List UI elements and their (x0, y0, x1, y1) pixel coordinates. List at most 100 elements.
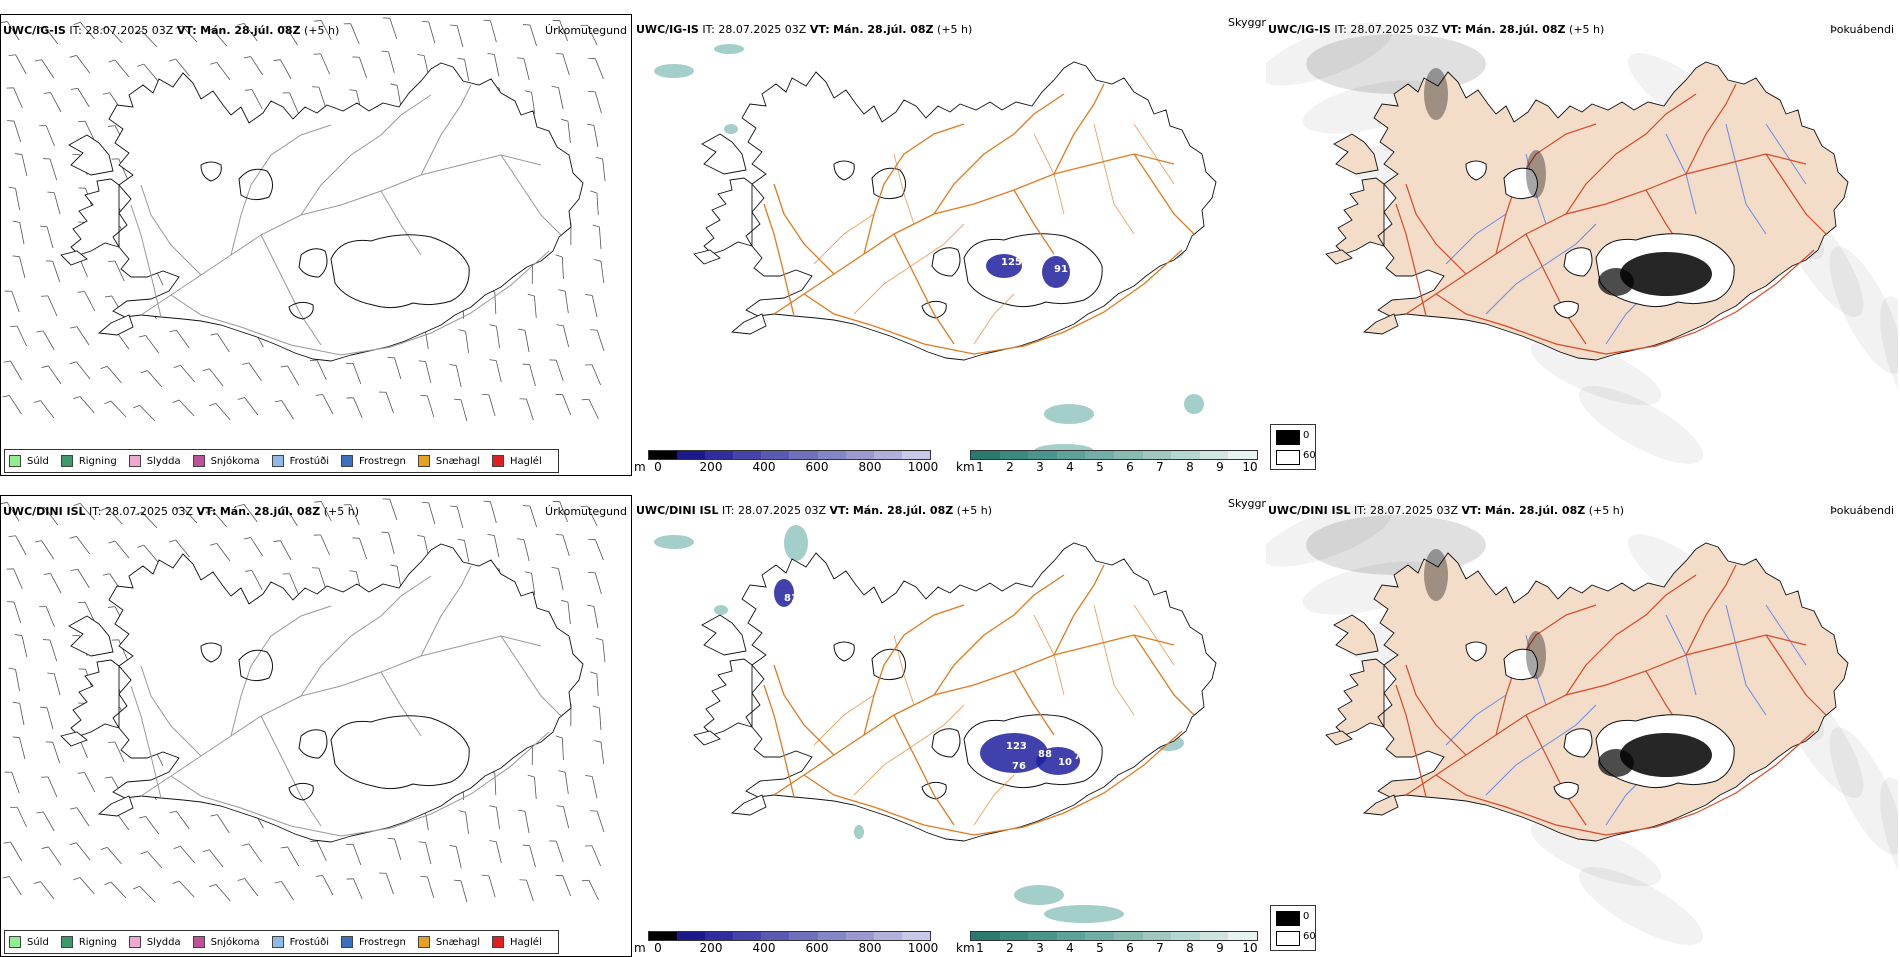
fog-index-map (1266, 495, 1898, 957)
colorbar-cell (1028, 932, 1057, 940)
precip-legend-item: Snæhagl (418, 936, 480, 948)
colorbar-tick: 6 (1126, 941, 1134, 955)
precip-type-legend: Súld Rigning Slydda Snjókoma Frostúði Frostre… (4, 930, 559, 954)
legend-label: Frostúði (290, 456, 329, 467)
valid-time: Mán. 28.júl. 08Z (200, 24, 300, 37)
iceland-land (109, 544, 583, 842)
ceiling-peak-label: 10 (1058, 757, 1072, 768)
precip-type-label: Úrkomutegund (545, 505, 627, 518)
fog-index-panel: UWC/DINI ISL IT: 28.07.2025 03Z VT: Mán.… (1266, 495, 1898, 957)
colorbar-cell (874, 932, 902, 940)
colorbar-cell (1000, 451, 1029, 459)
dense-fog-area (1620, 252, 1712, 296)
fog-index-legend: 0 60 (1270, 424, 1316, 470)
colorbar-strip (648, 450, 931, 460)
colorbar-strip (970, 450, 1258, 460)
colorbar-tick: 8 (1186, 941, 1194, 955)
colorbar-tick: 0 (654, 941, 662, 955)
legend-swatch (129, 936, 141, 948)
colorbar-cell (761, 451, 789, 459)
colorbar-strip (648, 931, 931, 941)
iceland-land (742, 62, 1216, 360)
legend-box-white (1276, 450, 1300, 465)
colorbar-cell (1057, 932, 1086, 940)
colorbar-cell (761, 932, 789, 940)
colorbar-cell (1171, 932, 1200, 940)
init-time: 28.07.2025 03Z (1370, 504, 1458, 517)
peninsula-outline (732, 314, 766, 334)
precip-legend-item: Frostúði (272, 455, 329, 467)
colorbar-tick: 1000 (908, 941, 939, 955)
legend-swatch (61, 936, 73, 948)
ceiling-visibility-map (634, 14, 1266, 476)
precip-legend-item: Snjókoma (193, 936, 260, 948)
vt-label: VT: (1462, 504, 1482, 517)
it-label: IT: (1334, 23, 1346, 36)
colorbar-cell (705, 932, 733, 940)
peninsula-outline (69, 135, 113, 175)
peninsula-outline (99, 315, 133, 335)
colorbar-strip (970, 931, 1258, 941)
colorbar-cell (1057, 451, 1086, 459)
legend-label: Slydda (147, 937, 181, 948)
colorbar-tick: 7 (1156, 460, 1164, 474)
precip-legend-item: Frostregn (341, 455, 406, 467)
peninsula-outline (1364, 795, 1398, 815)
lead-time: (+5 h) (937, 23, 972, 36)
it-label: IT: (69, 24, 81, 37)
precip-legend-item: Súld (9, 936, 49, 948)
legend-label: Frostregn (359, 937, 406, 948)
colorbar-tick: 3 (1036, 941, 1044, 955)
precip-legend-item: Frostúði (272, 936, 329, 948)
ceiling-visibility-panel: UWC/DINI ISL IT: 28.07.2025 03Z VT: Mán.… (634, 495, 1266, 957)
legend-top-value: 0 (1303, 911, 1309, 922)
colorbar-cell (846, 451, 874, 459)
fog-index-label: Þokuábendi (1830, 504, 1894, 517)
fog-index-map (1266, 14, 1898, 476)
precip-legend-item: Frostregn (341, 936, 406, 948)
westfjords-land (704, 178, 752, 254)
init-time: 28.07.2025 03Z (718, 23, 806, 36)
legend-label: Rigning (79, 937, 117, 948)
legend-swatch (272, 936, 284, 948)
legend-swatch (492, 936, 504, 948)
colorbar-tick: 2 (1006, 460, 1014, 474)
panel-title: UWC/DINI ISL IT: 28.07.2025 03Z VT: Mán.… (1268, 504, 1624, 517)
dense-fog-area (1620, 733, 1712, 777)
westfjords-land (71, 179, 119, 255)
colorbar-cell (971, 451, 1000, 459)
colorbar-cell (1114, 451, 1143, 459)
colorbar-tick: 400 (753, 460, 776, 474)
colorbar-tick: 600 (806, 941, 829, 955)
legend-label: Rigning (79, 456, 117, 467)
legend-label: Snjókoma (211, 456, 260, 467)
valid-time: Mán. 28.júl. 08Z (220, 505, 320, 518)
colorbar-tick: 4 (1066, 460, 1074, 474)
ceiling-peak-label: 81 (784, 593, 798, 604)
colorbar-cell (677, 932, 705, 940)
colorbar-tick: 800 (859, 941, 882, 955)
legend-box-white (1276, 931, 1300, 946)
colorbar-cell (971, 932, 1000, 940)
init-time: 28.07.2025 03Z (738, 504, 826, 517)
colorbar-tick: 4 (1066, 941, 1074, 955)
colorbar-cell (1228, 932, 1257, 940)
precip-type-label: Úrkomutegund (545, 24, 627, 37)
legend-bottom-value: 60 (1303, 931, 1316, 942)
legend-swatch (492, 455, 504, 467)
colorbar-unit: km (956, 460, 975, 474)
colorbar-cell (1028, 451, 1057, 459)
peninsula-outline (1364, 314, 1398, 334)
model-name: UWC/DINI ISL (3, 505, 86, 518)
iceland-land (742, 543, 1216, 841)
legend-swatch (193, 936, 205, 948)
colorbar-cell (733, 932, 761, 940)
colorbar-tick: 400 (753, 941, 776, 955)
ceiling-peak-label: 125 (1001, 257, 1022, 268)
legend-label: Frostregn (359, 456, 406, 467)
fog-index-legend: 0 60 (1270, 905, 1316, 951)
colorbar-cell (649, 932, 677, 940)
colorbar-tick: 10 (1242, 941, 1257, 955)
precip-legend-item: Haglél (492, 936, 542, 948)
legend-label: Snæhagl (436, 937, 480, 948)
